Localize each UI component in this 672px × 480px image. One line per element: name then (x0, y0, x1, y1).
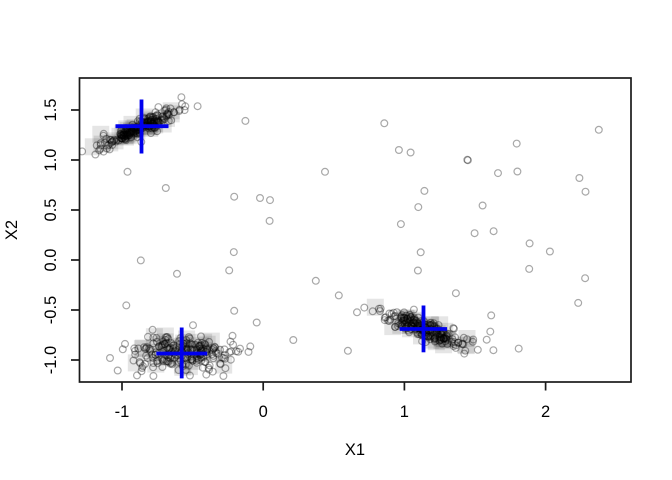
svg-text:-1.0: -1.0 (42, 346, 60, 374)
svg-text:-0.5: -0.5 (42, 296, 60, 324)
svg-text:0: 0 (259, 403, 268, 421)
svg-text:0.0: 0.0 (42, 249, 60, 272)
svg-text:-1: -1 (115, 403, 130, 421)
svg-text:X1: X1 (345, 441, 365, 459)
svg-text:X2: X2 (3, 220, 21, 240)
svg-text:2: 2 (541, 403, 550, 421)
svg-text:1.0: 1.0 (42, 149, 60, 172)
svg-text:0.5: 0.5 (42, 199, 60, 222)
svg-text:1: 1 (400, 403, 409, 421)
svg-text:1.5: 1.5 (42, 99, 60, 122)
